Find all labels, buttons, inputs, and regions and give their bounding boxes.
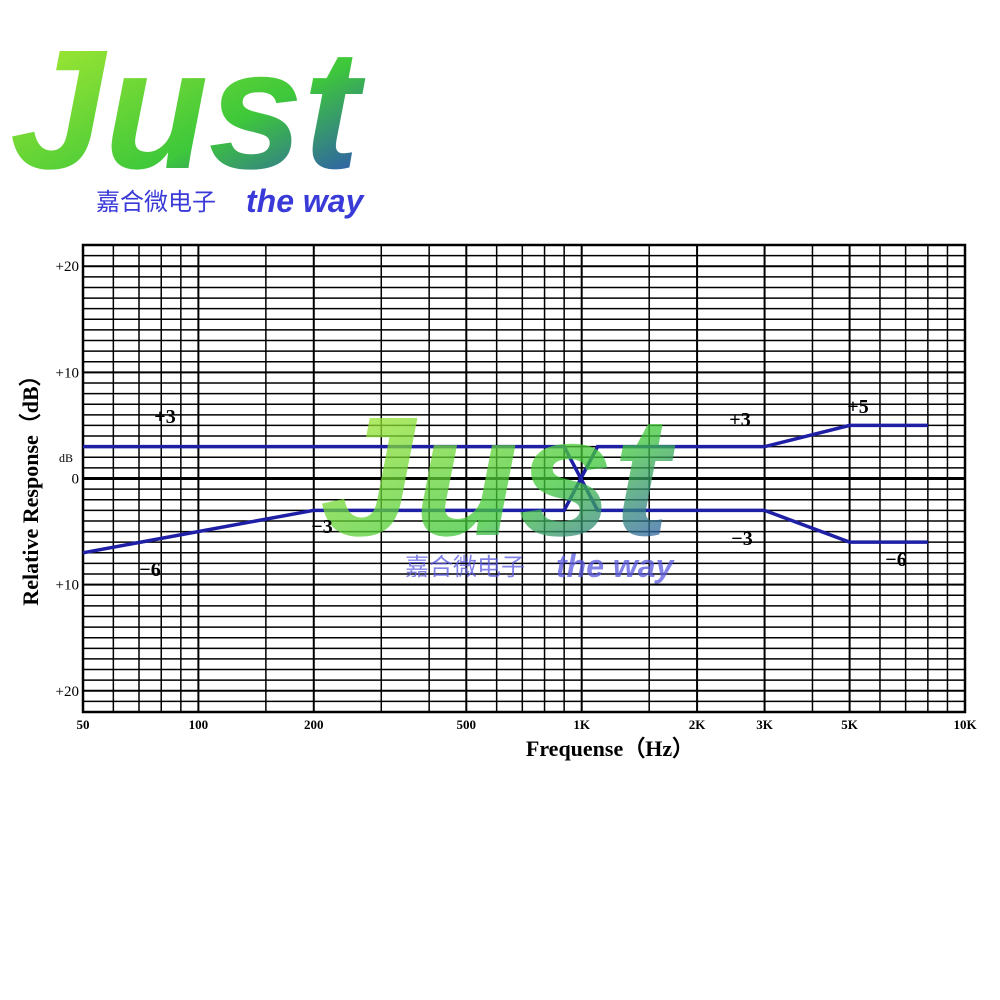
y-tick-label: +10 (56, 365, 79, 381)
x-axis-label: Frequense（Hz） (526, 736, 694, 761)
watermark: Just 嘉合微电子 the way (320, 382, 676, 584)
x-tick-label: 50 (77, 717, 90, 732)
y-axis-label: Relative Response（dB） (18, 364, 43, 605)
annotation: +3 (729, 409, 750, 431)
x-tick-label: 500 (457, 717, 477, 732)
tagline-en: the way (246, 183, 366, 219)
logo-text: Just (10, 15, 366, 205)
tagline-cn: 嘉合微电子 (96, 188, 216, 216)
x-tick-label: 100 (189, 717, 209, 732)
x-tick-label: 2K (689, 717, 707, 732)
y-unit: dB (59, 451, 73, 465)
annotation: +5 (847, 396, 868, 418)
plot: 50 100 200 500 1K 2K 3K 5K 10K +20 +10 0 +10 +20 (56, 243, 977, 732)
x-tick-label: 1K (573, 717, 591, 732)
plot-border (81, 243, 967, 714)
annotation: −3 (311, 516, 332, 538)
x-tick-label: 5K (841, 717, 859, 732)
watermark-en: the way (556, 548, 676, 584)
y-tick-label: 0 (72, 472, 80, 488)
response-line (83, 444, 928, 544)
x-tick-label: 3K (756, 717, 774, 732)
logo: Just 嘉合微电子 the way (10, 15, 366, 219)
annotation: −6 (139, 559, 160, 581)
annotation: −6 (885, 549, 906, 571)
response-line (82, 423, 928, 555)
y-tick-label: +10 (56, 578, 79, 594)
y-tick-label: +20 (56, 259, 79, 275)
watermark-cn: 嘉合微电子 (405, 553, 525, 581)
annotation: +3 (154, 406, 175, 428)
y-tick-label: +20 (56, 684, 79, 700)
x-tick-label: 200 (304, 717, 324, 732)
annotation: −3 (731, 528, 752, 550)
watermark-logo: Just (320, 382, 676, 572)
x-tick-label: 10K (953, 717, 977, 732)
